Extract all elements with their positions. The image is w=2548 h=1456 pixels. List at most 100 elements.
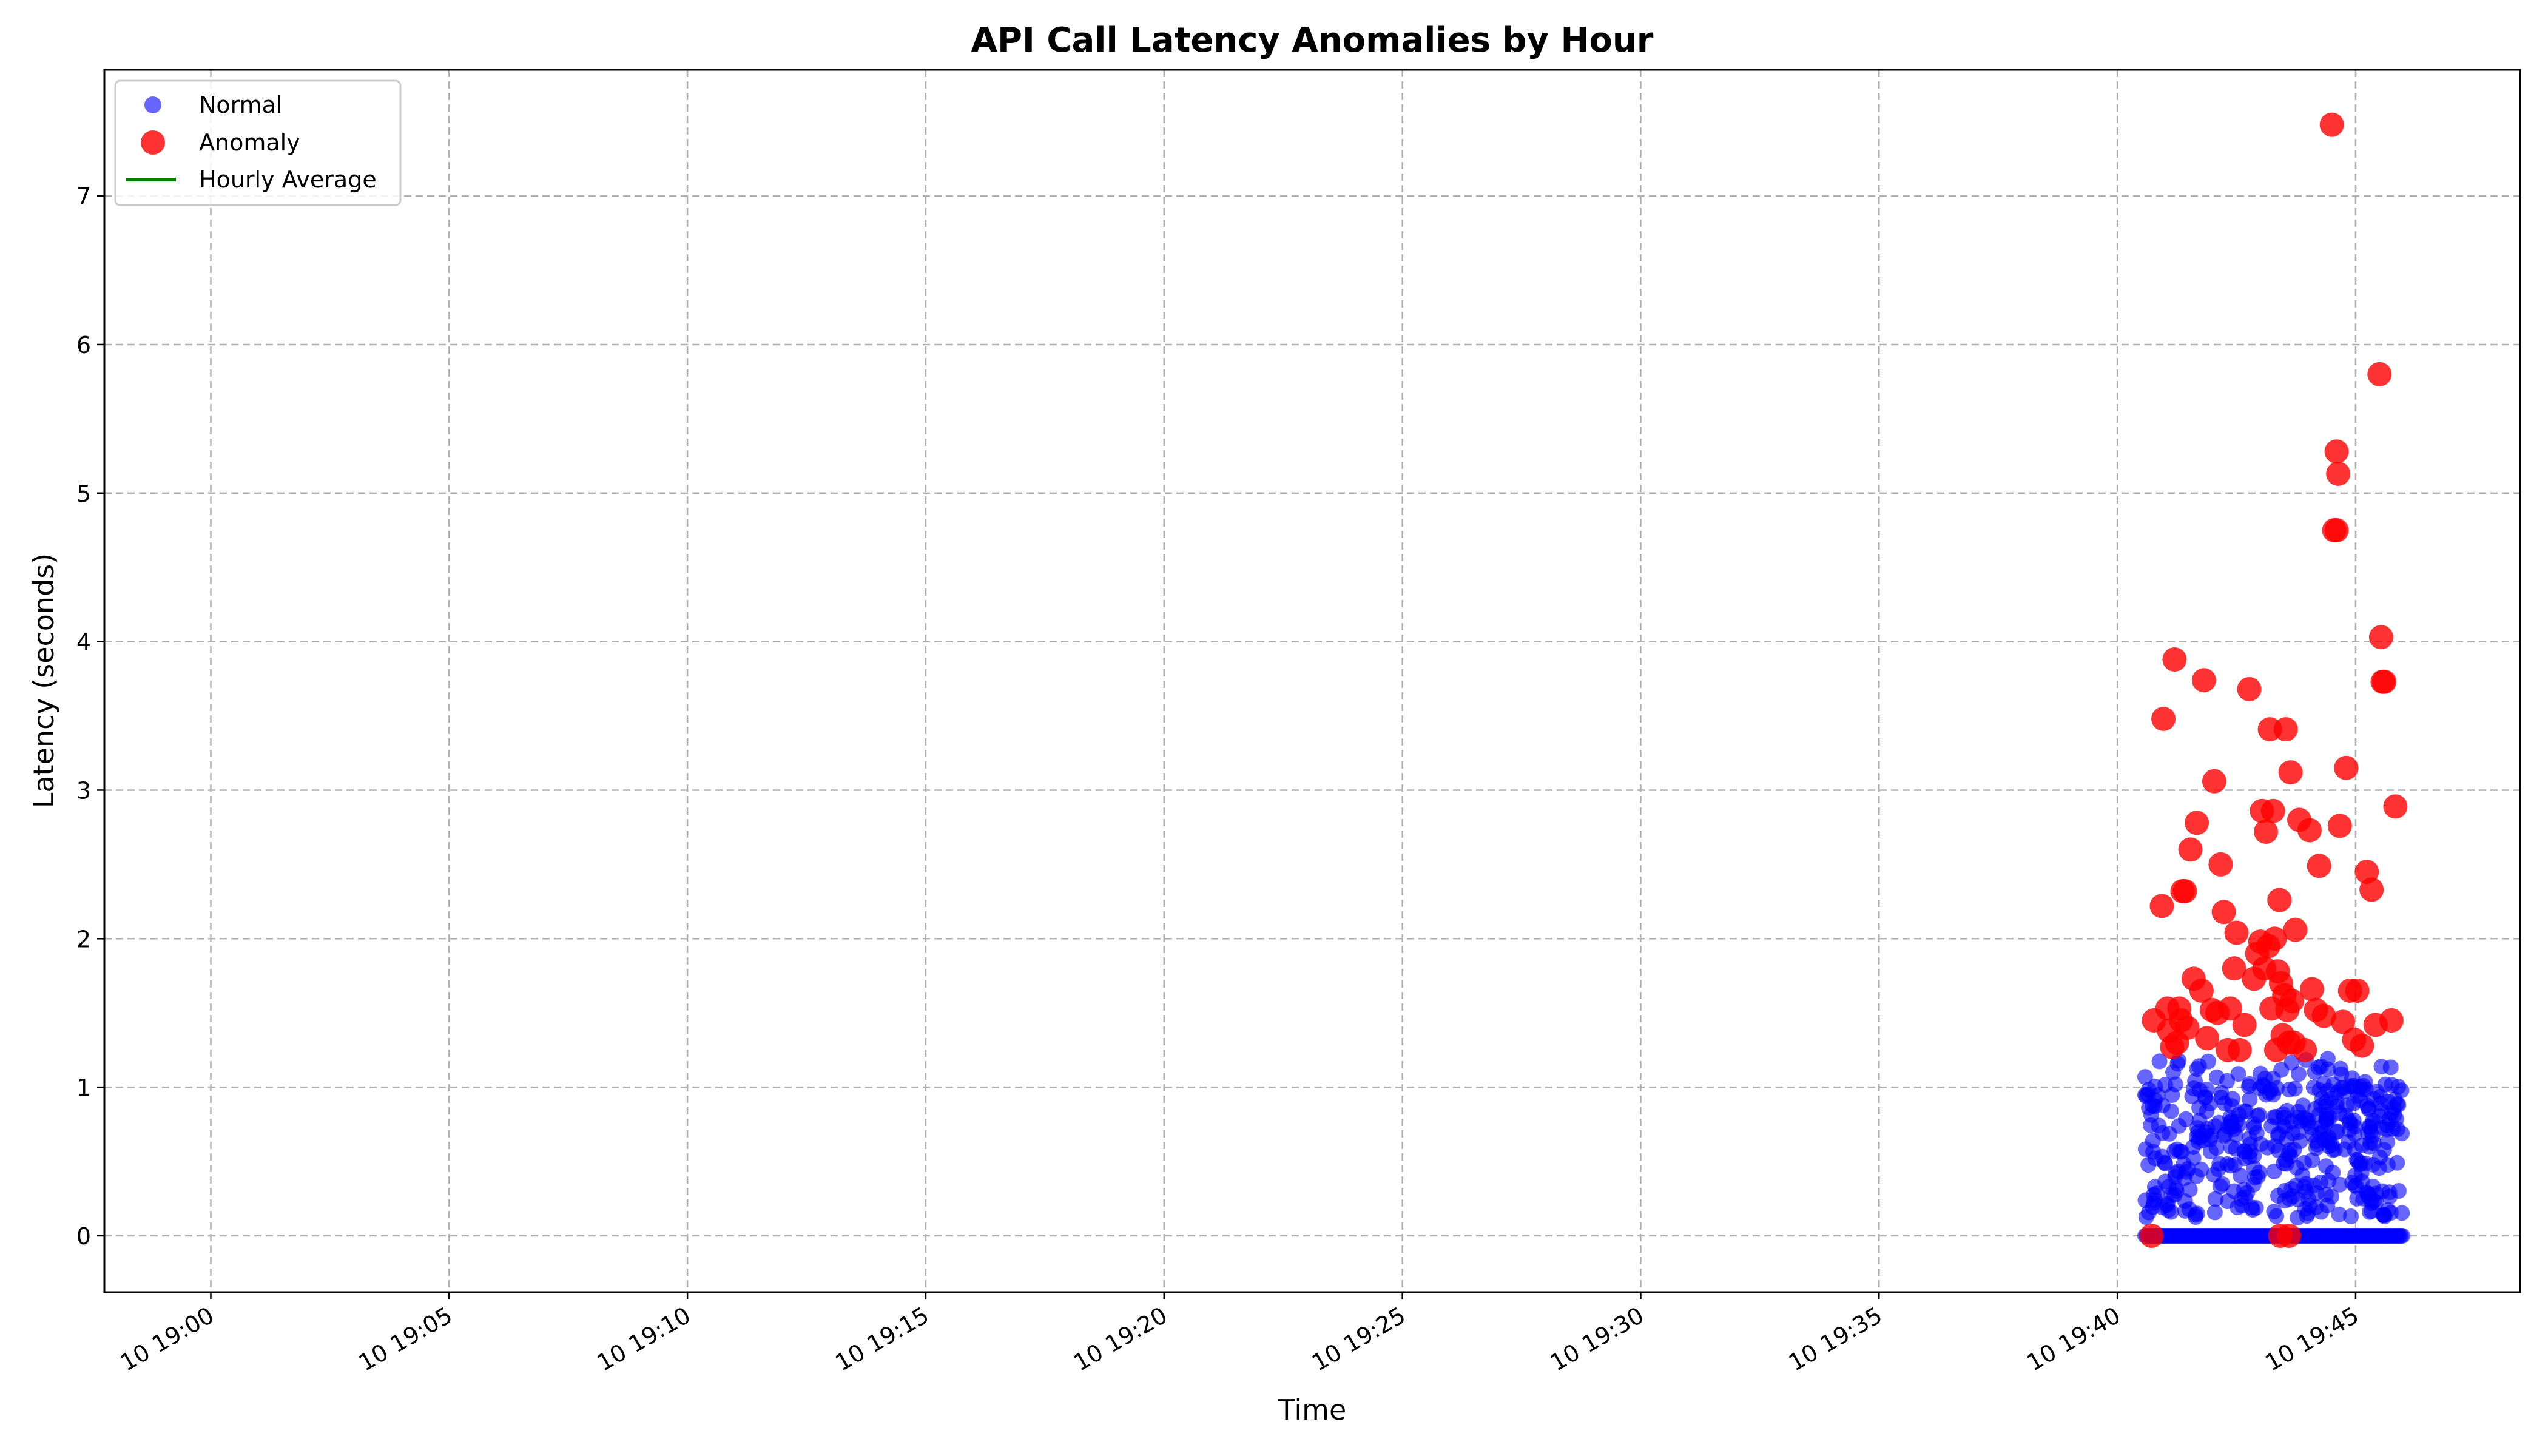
anomaly-point	[2267, 888, 2292, 912]
anomaly-point	[2262, 926, 2287, 951]
anomaly-point	[2379, 1008, 2404, 1033]
normal-point	[2319, 1197, 2336, 1213]
anomaly-point	[2211, 900, 2236, 925]
normal-point	[2213, 1090, 2230, 1106]
anomaly-point	[2224, 920, 2249, 945]
anomaly-point	[2324, 439, 2349, 464]
normal-point	[2141, 1204, 2157, 1221]
grid-lines	[104, 70, 2520, 1292]
anomaly-point	[2367, 362, 2392, 386]
anomaly-point	[2139, 1223, 2164, 1248]
normal-point	[2220, 1119, 2236, 1135]
normal-point	[2342, 1115, 2358, 1131]
normal-point	[2365, 1112, 2381, 1128]
normal-point	[2189, 1205, 2205, 1222]
anomaly-point	[2293, 1037, 2317, 1062]
normal-point	[2206, 1167, 2222, 1183]
normal-point	[2347, 1141, 2363, 1158]
x-axis-label: Time	[1278, 1394, 1347, 1426]
plot-frame	[103, 69, 2521, 1293]
anomaly-point	[2383, 794, 2408, 819]
anomaly-point	[2185, 811, 2209, 835]
anomaly-point	[2189, 978, 2214, 1003]
normal-point	[2316, 1076, 2332, 1092]
y-tick-label: 0	[76, 1223, 91, 1250]
normal-point	[2228, 1141, 2244, 1157]
normal-point	[2314, 1090, 2330, 1107]
normal-point	[2327, 1141, 2343, 1158]
normal-point	[2343, 1208, 2359, 1225]
anomaly-point	[2350, 1033, 2374, 1058]
anomaly-point	[2191, 668, 2216, 693]
legend: Normal Anomaly Hourly Average	[114, 79, 402, 206]
normal-point	[2331, 1206, 2347, 1222]
normal-point	[2286, 1142, 2302, 1158]
anomaly-point	[2208, 852, 2233, 877]
y-tick-label: 7	[76, 183, 91, 210]
normal-point	[2163, 1103, 2179, 1119]
normal-point	[2219, 1193, 2236, 1210]
normal-point	[2236, 1181, 2252, 1198]
y-tick-label: 3	[76, 777, 91, 804]
normal-point	[2265, 1087, 2282, 1103]
normal-point	[2267, 1138, 2283, 1154]
anomaly-point	[2278, 760, 2303, 785]
anomaly-point	[2280, 989, 2305, 1014]
normal-point	[2145, 1144, 2162, 1160]
y-tick-label: 6	[76, 332, 91, 359]
anomaly-point	[2319, 112, 2344, 137]
anomaly-point	[2330, 1009, 2355, 1034]
y-tick-label: 1	[76, 1074, 91, 1101]
normal-point	[2389, 1121, 2405, 1138]
legend-box	[114, 79, 402, 206]
anomaly-point	[2175, 1016, 2200, 1040]
normal-point	[2151, 1053, 2168, 1070]
legend-label-normal: Normal	[199, 92, 283, 118]
anomaly-point	[2162, 647, 2187, 672]
normal-point	[2241, 1130, 2257, 1147]
normal-point	[2390, 1079, 2407, 1095]
normal-point	[2277, 1193, 2293, 1209]
anomaly-point	[2195, 1026, 2220, 1051]
normal-point	[2189, 1061, 2205, 1077]
anomaly-point	[2345, 978, 2370, 1003]
anomaly-point	[2327, 814, 2352, 838]
anomaly-point	[2202, 769, 2226, 794]
normal-point	[2145, 1133, 2161, 1149]
anomaly-point	[2227, 1037, 2252, 1062]
normal-point	[2251, 1080, 2268, 1096]
normal-point	[2159, 1197, 2175, 1213]
normal-point	[2389, 1154, 2405, 1171]
normal-point	[2219, 1073, 2236, 1089]
data-points	[2137, 112, 2411, 1248]
anomaly-point	[2273, 717, 2298, 742]
normal-point	[2329, 1124, 2345, 1140]
normal-point	[2389, 1096, 2405, 1112]
anomaly-point	[2151, 706, 2176, 731]
y-tick-label: 5	[76, 480, 91, 507]
normal-point	[2137, 1069, 2153, 1085]
normal-point	[2361, 1186, 2377, 1202]
normal-point	[2230, 1066, 2246, 1082]
normal-point	[2140, 1082, 2157, 1098]
anomaly-point	[2334, 755, 2359, 780]
normal-point	[2328, 1094, 2345, 1111]
normal-point	[2379, 1134, 2396, 1150]
anomaly-point	[2276, 1223, 2301, 1248]
anomaly-point	[2172, 878, 2197, 903]
normal-point	[2167, 1076, 2183, 1093]
anomaly-point	[2178, 837, 2203, 862]
anomaly-point	[2299, 977, 2324, 1002]
anomaly-point	[2326, 461, 2351, 486]
anomaly-point	[2372, 669, 2397, 694]
normal-point	[2394, 1205, 2410, 1221]
legend-label-hourly-average: Hourly Average	[199, 166, 377, 193]
normal-point	[2308, 1185, 2325, 1201]
chart-title: API Call Latency Anomalies by Hour	[971, 21, 1654, 60]
normal-point	[2191, 1100, 2208, 1116]
normal-point	[2266, 1109, 2282, 1125]
anomaly-point	[2368, 625, 2393, 650]
normal-point	[2390, 1183, 2407, 1199]
anomaly-point	[2311, 1003, 2336, 1028]
